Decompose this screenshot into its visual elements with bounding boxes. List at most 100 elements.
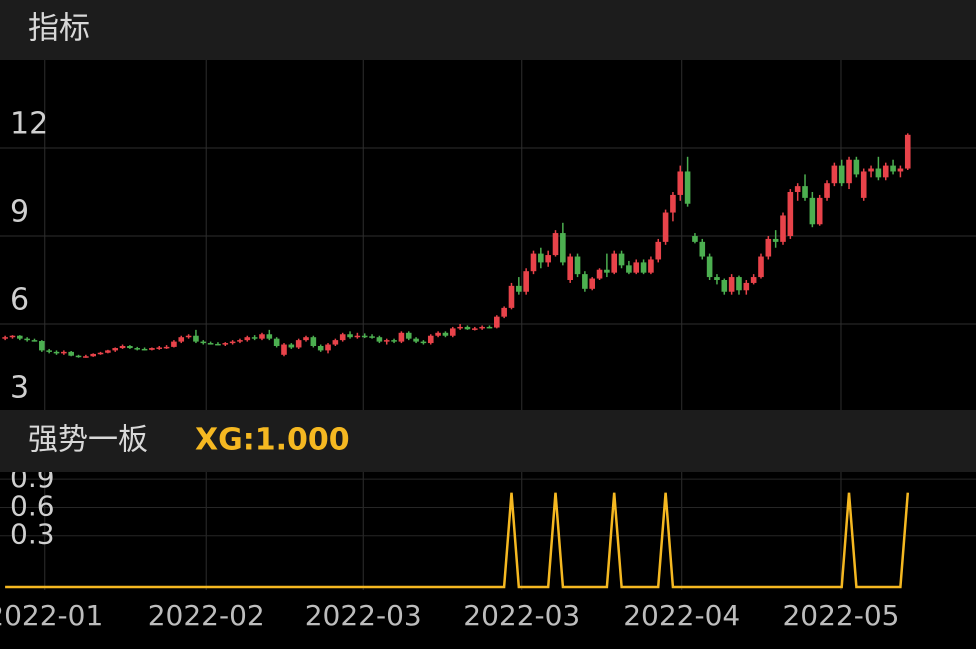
candle-body: [178, 337, 185, 342]
candle-body: [574, 256, 581, 275]
candle-body: [105, 350, 111, 353]
candle-body: [633, 262, 640, 273]
candle-body: [9, 335, 16, 338]
candle-body: [479, 326, 485, 329]
indicator-value: XG:1.000: [195, 423, 350, 458]
x-tick-label: 2022-04: [623, 599, 740, 632]
candle-body: [119, 346, 126, 349]
candle-body: [648, 259, 654, 273]
candle-body: [670, 194, 676, 213]
candle-body: [809, 197, 816, 225]
candle-body: [427, 335, 434, 344]
candle-body: [171, 341, 177, 347]
candle-body: [354, 335, 361, 338]
candle-body: [655, 241, 662, 260]
y-tick-label: 3: [10, 371, 29, 406]
candle-body: [824, 183, 830, 198]
candle-body: [640, 262, 647, 273]
candle-body: [53, 351, 60, 354]
candle-body: [149, 348, 155, 350]
candle-body: [530, 253, 537, 272]
candle-body: [582, 274, 588, 289]
candle-body: [897, 168, 904, 172]
candle-body: [193, 335, 199, 342]
candle-body: [251, 337, 258, 339]
candle-body: [61, 351, 67, 354]
candle-body: [24, 338, 30, 341]
candle-body: [420, 341, 427, 344]
candle-body: [662, 212, 669, 242]
candle-body: [281, 344, 287, 355]
candle-body: [229, 341, 236, 344]
candle-body: [156, 347, 163, 349]
candle-body: [288, 344, 295, 348]
candle-body: [398, 332, 405, 342]
candle-body: [376, 337, 383, 342]
candle-body: [516, 285, 522, 292]
header-bar: [0, 0, 976, 60]
candle-body: [684, 171, 691, 204]
x-tick-label: 2022-05: [782, 599, 899, 632]
candle-body: [361, 335, 368, 338]
y-tick-label: 12: [10, 107, 48, 142]
candle-body: [2, 337, 8, 339]
candle-body: [728, 277, 735, 292]
candle-body: [692, 236, 698, 242]
candle-body: [391, 340, 397, 342]
header-title: 指标: [28, 11, 90, 47]
candle-body: [83, 356, 89, 358]
candle-body: [868, 168, 874, 172]
candle-body: [222, 343, 229, 345]
candle-body: [611, 253, 618, 273]
candle-body: [457, 326, 463, 329]
candle-body: [310, 337, 317, 346]
candle-body: [295, 340, 302, 348]
candle-body: [589, 278, 596, 289]
candle-body: [471, 328, 478, 330]
candle-body: [567, 256, 573, 280]
candle-body: [802, 186, 808, 198]
candle-body: [875, 168, 882, 178]
candle-body: [405, 332, 412, 339]
candle-body: [134, 348, 141, 350]
indicator-bar: [0, 410, 976, 472]
candle-body: [596, 269, 603, 279]
candle-body: [383, 340, 390, 342]
candle-body: [31, 340, 38, 342]
candle-body: [714, 277, 720, 280]
candle-body: [369, 336, 375, 338]
candle-body: [494, 316, 500, 328]
y-tick-label: 0.3: [10, 518, 55, 551]
candle-body: [538, 253, 544, 263]
candle-body: [273, 338, 280, 346]
x-tick-label: 2022-03: [305, 599, 422, 632]
candle-body: [325, 344, 331, 351]
candle-body: [215, 343, 221, 346]
candle-body: [17, 335, 23, 339]
candle-body: [758, 256, 764, 278]
candle-body: [552, 233, 559, 256]
candle-body: [736, 277, 742, 291]
candle-body: [831, 165, 838, 184]
candle-body: [501, 307, 507, 317]
candle-body: [816, 197, 823, 225]
candle-body: [904, 134, 911, 169]
candle-body: [699, 241, 706, 257]
y-tick-label: 9: [10, 195, 29, 230]
candle-body: [604, 269, 610, 273]
candle-body: [486, 326, 493, 329]
candle-body: [266, 334, 273, 339]
candle-body: [890, 165, 896, 172]
candle-body: [347, 334, 353, 338]
candle-body: [112, 348, 119, 351]
indicator-title: 强势一板: [28, 423, 148, 458]
candle-body: [772, 238, 779, 242]
candle-body: [332, 340, 339, 345]
indicator-line: [5, 492, 910, 589]
candle-body: [721, 280, 728, 292]
candle-body: [794, 186, 801, 192]
candle-body: [846, 159, 852, 184]
candle-body: [200, 341, 207, 344]
candle-body: [765, 238, 772, 257]
